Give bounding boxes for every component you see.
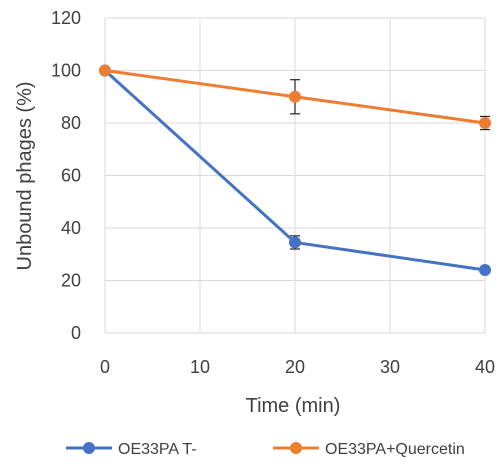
- data-point: [289, 90, 301, 103]
- x-axis-title: Time (min): [246, 395, 341, 417]
- legend-item: OE33PA T-: [66, 441, 197, 458]
- data-point: [289, 236, 301, 249]
- legend: OE33PA T- OE33PA+Quercetin: [66, 441, 465, 458]
- x-axis-ticks: 0 10 20 30 40: [100, 357, 495, 377]
- x-tick-label: 40: [475, 357, 495, 377]
- series-1: [99, 64, 491, 131]
- legend-marker: [83, 442, 95, 454]
- x-tick-label: 30: [380, 357, 400, 377]
- x-tick-label: 0: [100, 357, 110, 377]
- y-tick-label: 20: [61, 271, 81, 291]
- data-point: [479, 117, 491, 129]
- legend-item: OE33PA+Quercetin: [273, 441, 465, 458]
- grid: [104, 17, 486, 334]
- y-tick-label: 60: [61, 166, 81, 186]
- series: [99, 64, 491, 276]
- legend-label: OE33PA T-: [118, 441, 197, 458]
- y-tick-label: 80: [61, 113, 81, 133]
- legend-marker: [290, 442, 302, 454]
- y-axis-ticks: 0 20 40 60 80 100 120: [51, 8, 81, 343]
- y-axis-title: Unbound phages (%): [14, 81, 36, 270]
- data-point: [479, 264, 491, 276]
- y-tick-label: 40: [61, 218, 81, 238]
- x-tick-label: 20: [285, 357, 305, 377]
- data-point: [99, 64, 111, 77]
- y-tick-label: 100: [51, 61, 81, 81]
- y-tick-label: 120: [51, 8, 81, 28]
- x-tick-label: 10: [190, 357, 210, 377]
- legend-label: OE33PA+Quercetin: [325, 441, 465, 458]
- y-tick-label: 0: [71, 323, 81, 343]
